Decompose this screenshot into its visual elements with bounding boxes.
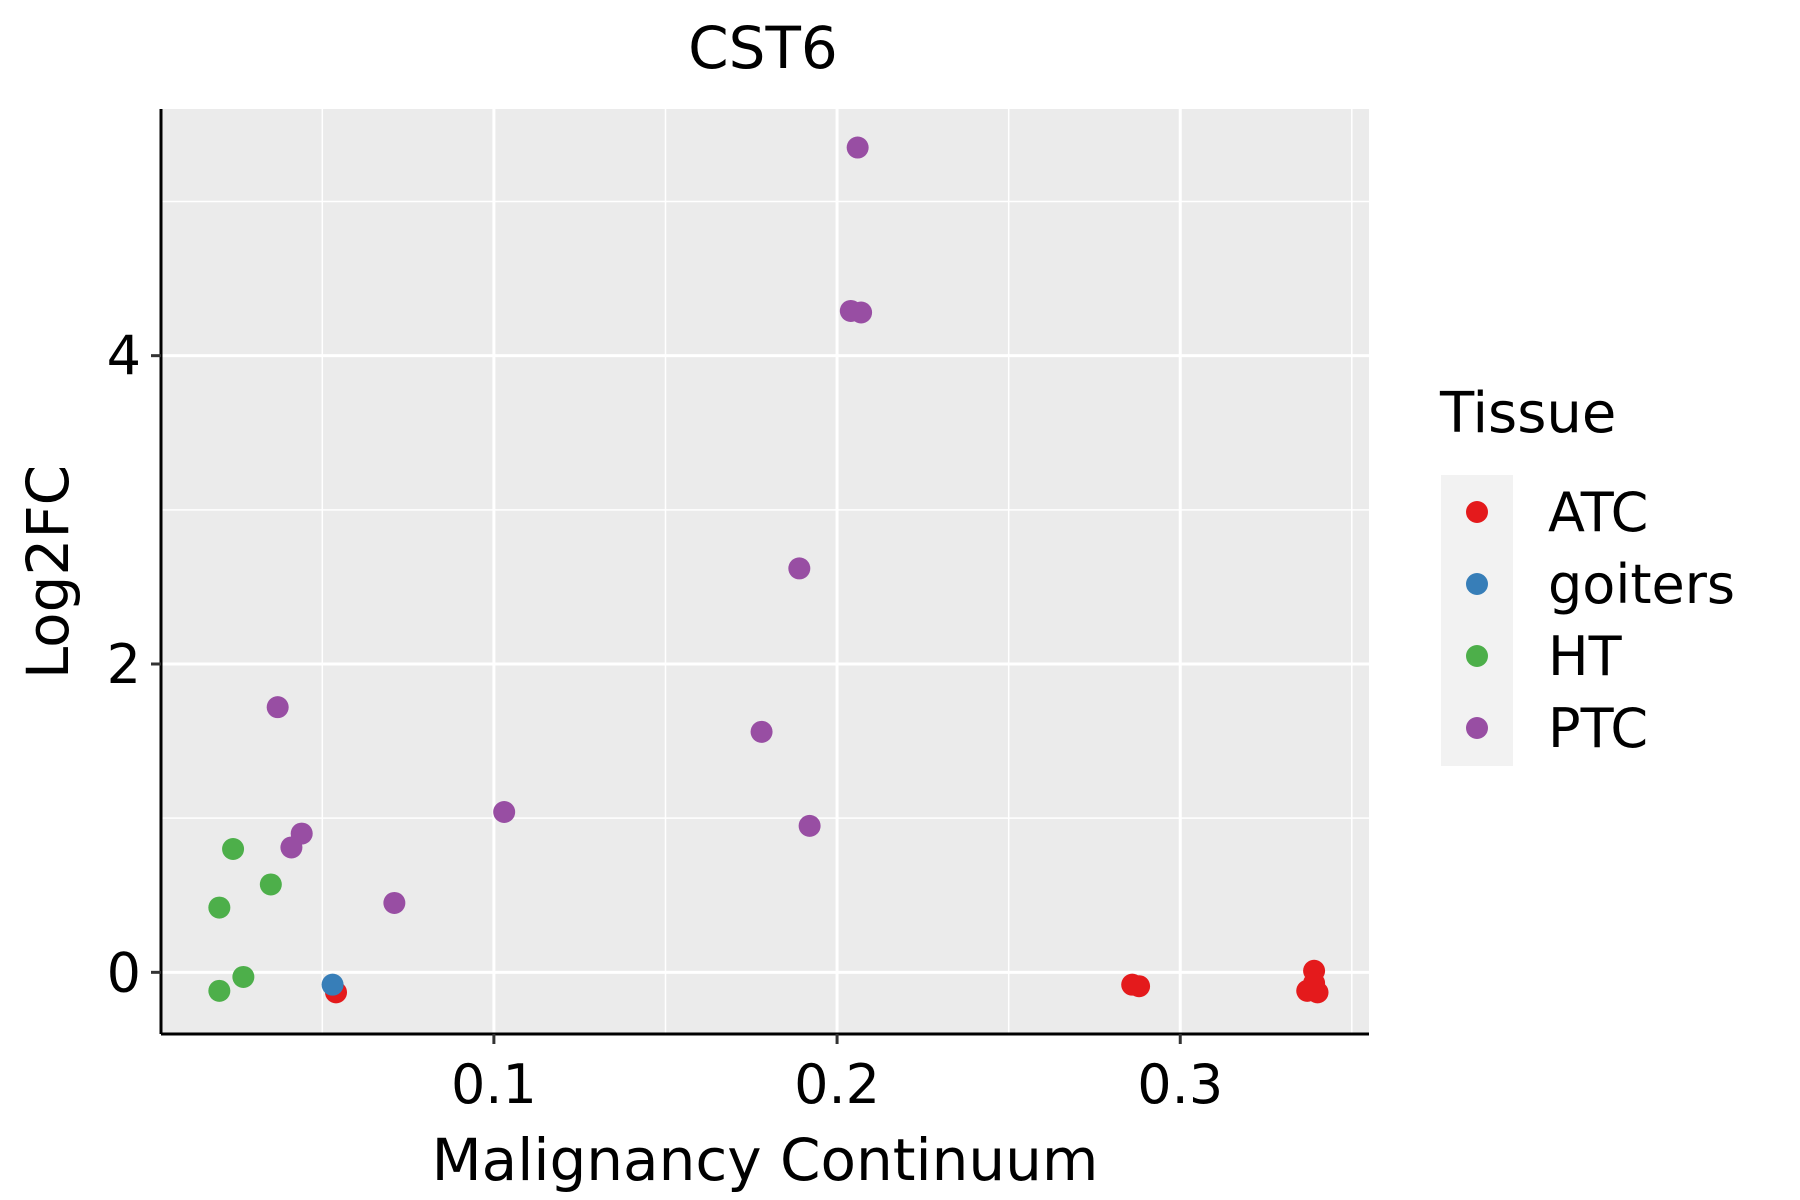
- data-point-ht: [208, 896, 231, 919]
- legend-items: ATC goiters HT PTC: [1466, 481, 1735, 760]
- x-tick-label: 0.3: [1137, 1053, 1223, 1116]
- legend-label-goiters: goiters: [1548, 553, 1735, 616]
- legend-label-ptc: PTC: [1548, 697, 1648, 760]
- y-tick-label: 0: [107, 941, 141, 1004]
- data-point-ptc: [850, 301, 873, 324]
- legend-key-goiters: [1466, 573, 1488, 595]
- data-point-atc: [1306, 981, 1329, 1004]
- legend-label-atc: ATC: [1548, 481, 1648, 544]
- legend-key-ptc: [1466, 717, 1488, 739]
- x-axis-label: Malignancy Continuum: [432, 1126, 1099, 1194]
- legend-title: Tissue: [1439, 381, 1616, 446]
- plot-panel: [161, 109, 1369, 1034]
- x-tick-label: 0.2: [794, 1053, 880, 1116]
- data-points: [208, 136, 1329, 1004]
- data-point-ht: [232, 965, 255, 988]
- data-point-atc: [1128, 975, 1151, 998]
- legend-key-atc: [1466, 501, 1488, 523]
- data-point-ptc: [788, 557, 811, 580]
- data-point-ptc: [493, 801, 516, 823]
- x-tick-label: 0.1: [451, 1053, 537, 1116]
- data-point-ptc: [383, 891, 406, 914]
- y-tick-label: 2: [107, 633, 141, 696]
- data-point-ht: [259, 873, 282, 896]
- y-tick-label: 4: [107, 325, 141, 388]
- data-point-ptc: [266, 696, 289, 719]
- data-point-ptc: [798, 814, 821, 837]
- x-axis-ticks: 0.1 0.2 0.3: [451, 1034, 1223, 1116]
- y-axis-ticks: 0 2 4: [107, 325, 161, 1004]
- data-point-goiters: [321, 973, 344, 996]
- y-axis-label: Log2FC: [14, 465, 82, 679]
- data-point-ht: [208, 979, 231, 1002]
- chart-title: CST6: [688, 14, 838, 82]
- major-gridlines: [161, 109, 1369, 1034]
- data-point-ht: [222, 838, 245, 860]
- data-point-ptc: [280, 836, 303, 859]
- data-point-ptc: [846, 136, 869, 159]
- legend: Tissue ATC goiters HT PTC: [1439, 381, 1735, 766]
- data-point-ptc: [750, 720, 773, 743]
- legend-key-ht: [1466, 645, 1488, 667]
- legend-label-ht: HT: [1548, 625, 1623, 688]
- minor-gridlines: [161, 109, 1369, 1034]
